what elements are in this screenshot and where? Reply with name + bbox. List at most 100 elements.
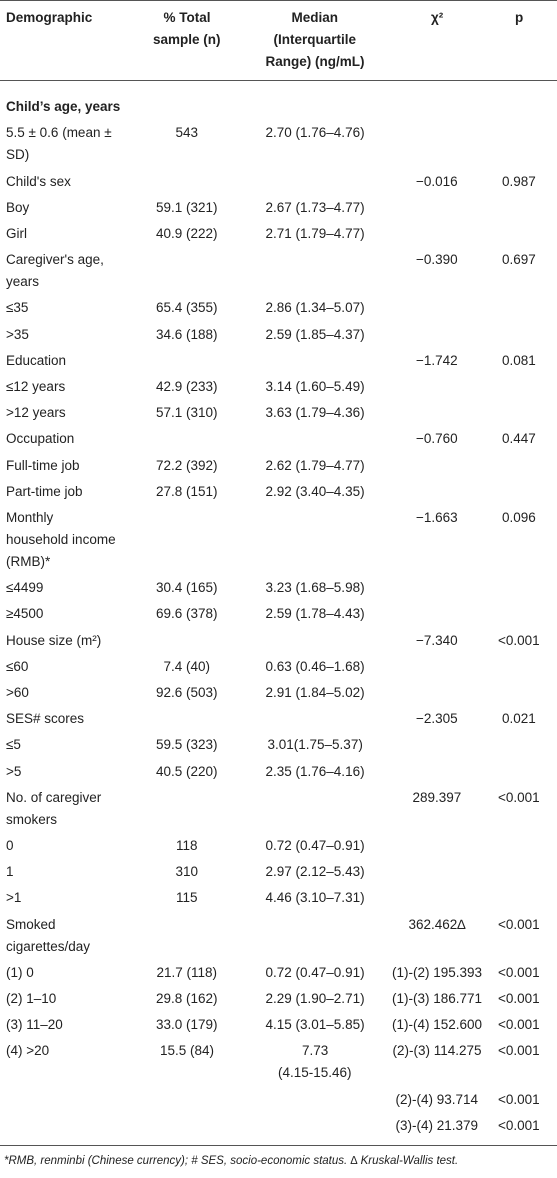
median-cell: 7.73 [302,1043,329,1059]
median-cell: 3.63 (1.79–4.36) [265,405,365,421]
chi-square-cell: −2.305 [416,711,458,727]
sample-cell: 115 [176,890,198,906]
header-demographic: Demographic [6,10,93,25]
demographic-cell: >60 [6,684,29,700]
p-value-cell: 0.021 [502,711,536,727]
p-value-cell: <0.001 [498,916,540,932]
sample-cell: 29.8 (162) [156,990,218,1006]
demographic-cell: No. of caregiver [6,789,102,805]
header-p-value: p [515,10,524,25]
chi-square-cell: −0.390 [416,252,458,268]
sample-cell: 40.9 (222) [156,225,218,241]
demographic-cell: Part-time job [6,483,83,499]
demographic-cell: Monthly [6,509,54,525]
median-cell: 2.70 (1.76–4.76) [265,125,365,141]
bottom-rule [0,1145,557,1146]
p-value-cell: <0.001 [498,632,540,648]
median-cell: 2.59 (1.78–4.43) [265,606,365,622]
demographic-cell: years [6,274,40,290]
header-median: (Interquartile [273,32,357,47]
demographic-cell: Child's sex [6,173,71,189]
p-value-cell: <0.001 [498,1043,540,1059]
p-value-cell: <0.001 [498,964,540,980]
sample-cell: 15.5 (84) [160,1043,215,1059]
median-cell: 2.59 (1.85–4.37) [265,326,365,342]
demographic-cell: smokers [6,811,58,827]
demographic-cell: ≤60 [6,658,29,674]
header-rule [0,80,557,81]
demographic-cell: SD) [6,147,30,163]
median-cell: 2.29 (1.90–2.71) [265,990,365,1006]
median-cell: 2.91 (1.84–5.02) [265,684,365,700]
p-value-cell: 0.987 [502,173,536,189]
demographic-cell: Smoked [6,916,56,932]
median-cell: 0.63 (0.46–1.68) [265,658,365,674]
sample-cell: 7.4 (40) [163,658,211,674]
demographic-cell: household income [6,531,116,547]
demographic-cell: Caregiver's age, [6,252,104,268]
chi-square-cell: −0.760 [416,431,458,447]
median-cell: 3.01(1.75–5.37) [267,737,363,753]
sample-cell: 21.7 (118) [156,964,218,980]
header-median: Range) (ng/mL) [265,54,365,69]
sample-cell: 65.4 (355) [156,300,218,316]
demographic-cell: ≥4500 [6,606,44,622]
median-cell: 2.35 (1.76–4.16) [265,763,365,779]
top-rule [0,0,557,1]
p-value-cell: 0.697 [502,252,536,268]
median-cell: 0.72 (0.47–0.91) [265,837,365,853]
median-cell: (4.15-15.46) [278,1065,352,1081]
sample-cell: 59.1 (321) [156,199,218,215]
p-value-cell: <0.001 [498,789,540,805]
sample-cell: 27.8 (151) [156,483,218,499]
demographic-cell: Boy [6,199,30,215]
sample-cell: 30.4 (165) [156,580,218,596]
sample-cell: 72.2 (392) [156,457,218,473]
demographic-cell: (RMB)* [6,553,51,569]
p-value-cell: 0.081 [502,352,536,368]
p-value-cell: 0.447 [502,431,536,447]
chi-square-cell: (2)-(3) 114.275 [392,1043,482,1059]
footnote: *RMB, renminbi (Chinese currency); # SES… [4,1155,459,1167]
chi-square-cell: −1.742 [416,352,458,368]
median-cell: 4.15 (3.01–5.85) [265,1017,365,1033]
demographic-cell: (1) 0 [6,964,34,980]
p-value-cell: <0.001 [498,1091,540,1107]
p-value-cell: <0.001 [498,1117,540,1133]
chi-square-cell: (1)-(2) 195.393 [392,964,483,980]
sample-cell: 40.5 (220) [156,763,218,779]
median-cell: 2.97 (2.12–5.43) [265,864,365,880]
demographic-cell: >5 [6,763,22,779]
sample-cell: 42.9 (233) [156,378,218,394]
demographic-cell: 0 [6,837,14,853]
median-cell: 2.67 (1.73–4.77) [265,199,365,215]
chi-square-cell: −1.663 [416,509,458,525]
sample-cell: 310 [175,864,199,880]
demographic-cell: ≤12 years [6,378,66,394]
demographic-cell: SES# scores [6,711,85,727]
sample-cell: 57.1 (310) [156,405,218,421]
demographic-cell: ≤5 [6,737,21,753]
p-value-cell: 0.096 [502,509,536,525]
header-chi-square: χ² [431,10,444,25]
p-value-cell: <0.001 [498,990,540,1006]
demographic-cell: (3) 11–20 [6,1017,63,1033]
chi-square-cell: 362.462∆ [408,916,466,932]
demographic-cell: cigarettes/day [6,938,91,954]
demographic-cell: Education [6,352,67,368]
demographic-cell: Child’s age, years [6,99,121,115]
median-cell: 2.71 (1.79–4.77) [265,225,365,241]
median-cell: 2.92 (3.40–4.35) [265,483,365,499]
demographic-cell: (4) >20 [6,1043,50,1059]
demographic-cell: >35 [6,326,29,342]
header-sample: sample (n) [153,32,221,47]
demographic-cell: 1 [6,864,14,880]
chi-square-cell: 289.397 [412,789,462,805]
demographic-cell: >12 years [6,405,66,421]
demographic-cell: >1 [6,890,22,906]
chi-square-cell: (2)-(4) 93.714 [395,1091,479,1107]
median-cell: 0.72 (0.47–0.91) [265,964,365,980]
header-sample: % Total [163,10,211,25]
demographic-cell: Full-time job [6,457,80,473]
